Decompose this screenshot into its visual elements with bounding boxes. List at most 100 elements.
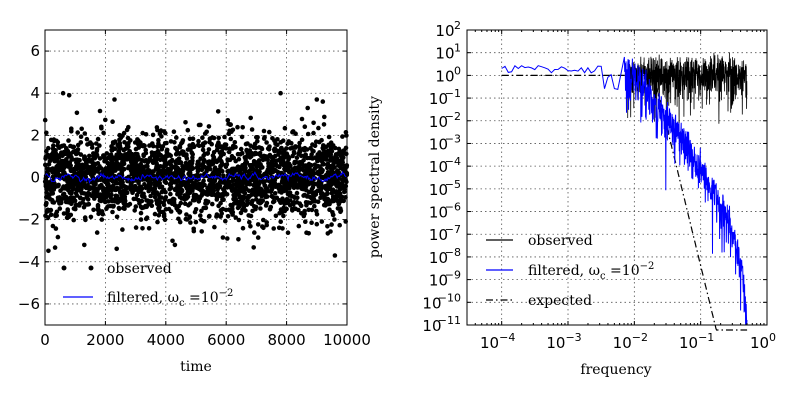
left-observed-point <box>101 130 106 136</box>
left-observed-point <box>204 129 209 135</box>
left-observed-point <box>163 195 169 200</box>
left-observed-point <box>174 147 180 153</box>
left-observed-point <box>136 145 141 150</box>
left-observed-point <box>297 149 302 155</box>
left-observed-point <box>117 137 122 143</box>
left-observed-point <box>155 127 160 133</box>
left-observed-point <box>210 153 216 158</box>
left-observed-point <box>162 179 168 184</box>
left-observed-point <box>279 209 285 215</box>
right-y-tick-label: 10 <box>435 22 454 40</box>
right-y-tick-label: 10 <box>429 181 448 199</box>
left-observed-point <box>321 162 326 167</box>
left-observed-point <box>180 140 185 145</box>
left-observed-point <box>231 155 237 161</box>
right-y-tick-label: 10 <box>429 204 448 222</box>
left-observed-point <box>244 202 250 207</box>
left-observed-point <box>43 156 48 161</box>
left-observed-point <box>116 206 122 212</box>
left-observed-point <box>337 222 343 228</box>
left-observed-point <box>293 206 298 212</box>
left-observed-point <box>49 197 55 203</box>
left-observed-point <box>117 177 122 182</box>
left-observed-point <box>290 129 296 134</box>
left-observed-point <box>317 150 322 155</box>
left-observed-point <box>153 166 159 172</box>
left-observed-point <box>268 204 274 210</box>
left-observed-point <box>320 99 326 104</box>
left-observed-point <box>319 219 325 224</box>
left-observed-series <box>42 90 350 258</box>
left-observed-point <box>261 128 267 134</box>
left-observed-point <box>328 152 334 158</box>
left-observed-point <box>166 198 172 204</box>
left-observed-point <box>71 217 76 223</box>
left-observed-point <box>272 148 277 154</box>
left-observed-point <box>110 119 115 124</box>
left-observed-point <box>50 166 55 171</box>
left-observed-point <box>162 163 167 169</box>
left-observed-point <box>287 203 293 208</box>
left-observed-point <box>296 144 302 149</box>
left-observed-point <box>112 199 118 204</box>
left-observed-point <box>199 229 204 234</box>
left-observed-point <box>168 139 174 144</box>
left-observed-point <box>97 156 103 161</box>
left-observed-point <box>236 156 242 162</box>
left-observed-point <box>295 177 301 182</box>
left-observed-point <box>53 226 59 231</box>
left-observed-point <box>191 228 197 234</box>
left-observed-point <box>176 203 182 209</box>
left-observed-point <box>51 138 57 144</box>
left-observed-point <box>286 155 292 161</box>
left-observed-point <box>101 192 107 198</box>
left-observed-point <box>252 230 257 235</box>
left-observed-point <box>61 211 67 216</box>
right-y-tick-label: 10 <box>429 113 448 131</box>
left-observed-point <box>330 157 335 163</box>
left-observed-point <box>322 114 327 120</box>
left-observed-point <box>162 169 168 175</box>
left-observed-point <box>43 176 49 181</box>
left-observed-point <box>127 201 133 207</box>
left-observed-point <box>236 217 242 223</box>
left-y-tick-label: 2 <box>30 126 40 144</box>
left-observed-point <box>300 185 306 190</box>
left-observed-point <box>109 147 115 153</box>
left-observed-point <box>64 184 69 190</box>
left-observed-point <box>83 170 89 176</box>
left-observed-point <box>221 173 226 178</box>
left-observed-point <box>123 153 129 159</box>
left-observed-point <box>200 135 205 140</box>
left-observed-point <box>235 205 241 211</box>
left-legend: observed filtered, ωc =10−2 <box>61 261 233 309</box>
right-x-tick-label: 10−1 <box>679 331 714 352</box>
left-observed-point <box>85 183 90 188</box>
left-observed-point <box>266 178 272 184</box>
left-observed-point <box>144 215 150 220</box>
left-observed-point <box>96 207 101 213</box>
left-observed-point <box>200 143 206 149</box>
left-observed-point <box>99 217 105 222</box>
left-observed-point <box>219 192 224 197</box>
right-y-tick-label: 10 <box>429 272 448 290</box>
left-observed-point <box>49 190 55 195</box>
left-observed-point <box>203 205 209 211</box>
left-observed-point <box>196 159 201 165</box>
left-observed-point <box>318 195 323 200</box>
left-observed-point <box>47 158 53 164</box>
left-observed-point <box>267 152 273 158</box>
left-observed-point <box>278 219 284 224</box>
left-observed-point <box>45 152 51 158</box>
left-observed-point <box>277 170 282 176</box>
left-observed-point <box>248 115 253 121</box>
left-observed-point <box>121 205 126 211</box>
left-observed-point <box>144 163 150 168</box>
left-observed-point <box>205 199 211 204</box>
left-observed-point <box>264 140 269 145</box>
left-observed-point <box>151 158 157 163</box>
left-observed-point <box>196 138 201 144</box>
left-observed-point <box>312 203 317 209</box>
